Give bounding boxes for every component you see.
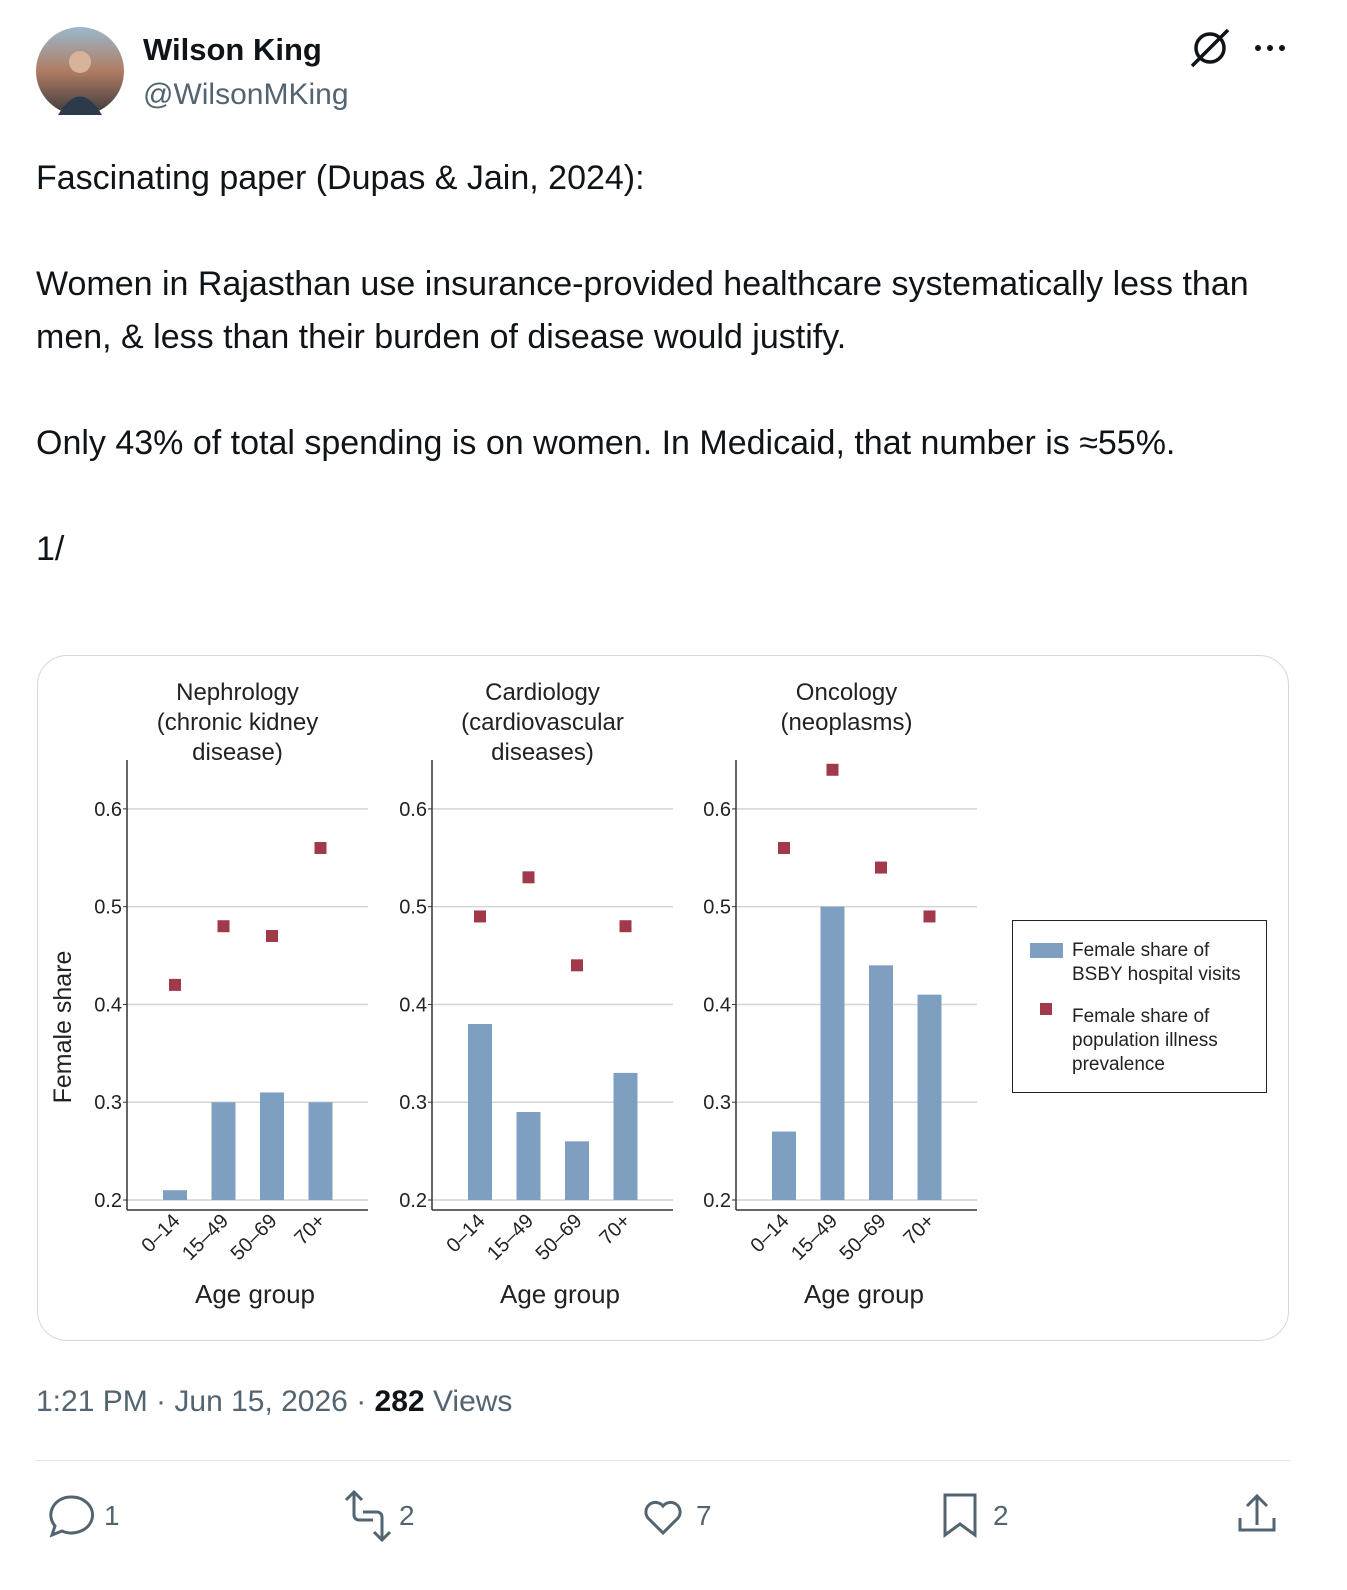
y-tick-label: 0.6 bbox=[703, 799, 731, 821]
bar bbox=[613, 1072, 638, 1200]
like-count: 7 bbox=[696, 1500, 712, 1531]
legend-swatch bbox=[1040, 1003, 1052, 1015]
reply-count: 1 bbox=[104, 1500, 120, 1531]
legend-swatch bbox=[1030, 943, 1063, 958]
point bbox=[923, 910, 936, 923]
paragraph: Only 43% of total spending is on women. … bbox=[36, 424, 1176, 462]
bookmark-count: 2 bbox=[993, 1500, 1009, 1531]
display-name[interactable]: Wilson King bbox=[143, 32, 322, 67]
bar bbox=[820, 906, 845, 1200]
y-axis-label: Female share bbox=[49, 951, 77, 1104]
media-card[interactable] bbox=[37, 655, 1289, 1341]
y-tick-label: 0.4 bbox=[94, 994, 122, 1016]
y-tick-label: 0.6 bbox=[399, 799, 427, 821]
share-icon[interactable] bbox=[1238, 1493, 1276, 1532]
reply-icon[interactable] bbox=[49, 1495, 94, 1538]
repost-count: 2 bbox=[399, 1500, 415, 1531]
point bbox=[778, 842, 790, 854]
panel-title: diseases) bbox=[491, 739, 594, 766]
point bbox=[619, 920, 632, 933]
bar bbox=[772, 1131, 796, 1200]
point bbox=[826, 763, 839, 776]
bar bbox=[211, 1102, 236, 1200]
x-axis-label: Age group bbox=[195, 1279, 315, 1309]
timestamp[interactable]: 1:21 PM · Jun 15, 2026 · bbox=[36, 1385, 367, 1418]
grok-icon[interactable] bbox=[1190, 28, 1230, 68]
bar bbox=[516, 1112, 541, 1200]
point bbox=[571, 959, 583, 972]
y-tick-label: 0.3 bbox=[703, 1092, 731, 1114]
y-tick-label: 0.3 bbox=[399, 1092, 427, 1114]
y-tick-label: 0.5 bbox=[94, 897, 122, 919]
panel-title: Nephrology bbox=[176, 679, 299, 706]
paragraph: Fascinating paper (Dupas & Jain, 2024): bbox=[36, 159, 645, 197]
panel-title: Cardiology bbox=[485, 679, 600, 706]
point bbox=[522, 871, 535, 884]
y-tick-label: 0.2 bbox=[703, 1190, 731, 1212]
bar bbox=[565, 1141, 589, 1200]
paragraph: Women in Rajasthan use insurance-provide… bbox=[36, 265, 1249, 356]
y-tick-label: 0.3 bbox=[94, 1092, 122, 1114]
point bbox=[314, 842, 327, 854]
point bbox=[217, 920, 230, 933]
y-tick-label: 0.4 bbox=[703, 994, 731, 1016]
handle[interactable]: @WilsonMKing bbox=[143, 78, 349, 111]
point bbox=[474, 910, 486, 923]
avatar-face bbox=[69, 51, 91, 73]
point bbox=[875, 861, 887, 874]
bar bbox=[308, 1102, 333, 1200]
point bbox=[169, 978, 181, 991]
y-tick-label: 0.6 bbox=[94, 799, 122, 821]
legend: Female share of BSBY hospital visits Fem… bbox=[1012, 920, 1267, 1093]
tweet-text: Fascinating paper (Dupas & Jain, 2024): W… bbox=[36, 152, 1306, 629]
paragraph: 1/ bbox=[36, 530, 65, 568]
more-icon[interactable] bbox=[1255, 45, 1285, 51]
y-tick-label: 0.2 bbox=[94, 1190, 122, 1212]
panel-title: (chronic kidney bbox=[157, 709, 318, 736]
y-tick-label: 0.5 bbox=[703, 897, 731, 919]
bar bbox=[917, 994, 942, 1200]
avatar-body bbox=[58, 96, 102, 115]
bar bbox=[163, 1190, 187, 1200]
like-icon[interactable] bbox=[644, 1500, 682, 1536]
panel-title: (cardiovascular bbox=[461, 709, 624, 736]
point bbox=[266, 930, 278, 942]
bar bbox=[468, 1024, 492, 1200]
bar bbox=[869, 965, 893, 1200]
repost-icon[interactable] bbox=[344, 1489, 392, 1543]
legend-label: Female share of BSBY hospital visits bbox=[1072, 940, 1241, 985]
panel-title: disease) bbox=[192, 739, 283, 766]
divider bbox=[36, 1460, 1291, 1461]
views-count: 282 bbox=[374, 1385, 425, 1418]
x-axis-label: Age group bbox=[500, 1279, 620, 1309]
panel-title: Oncology bbox=[796, 679, 897, 706]
views-label: Views bbox=[432, 1385, 513, 1418]
legend-label: Female share of population illness preva… bbox=[1072, 1006, 1218, 1075]
bookmark-icon[interactable] bbox=[943, 1493, 977, 1538]
x-axis-label: Age group bbox=[804, 1279, 924, 1309]
y-tick-label: 0.5 bbox=[399, 897, 427, 919]
panel-title: (neoplasms) bbox=[780, 709, 912, 736]
y-tick-label: 0.2 bbox=[399, 1190, 427, 1212]
y-tick-label: 0.4 bbox=[399, 994, 427, 1016]
timestamp-line: 1:21 PM · Jun 15, 2026 · 282 Views bbox=[36, 1385, 512, 1419]
bar bbox=[260, 1092, 284, 1200]
